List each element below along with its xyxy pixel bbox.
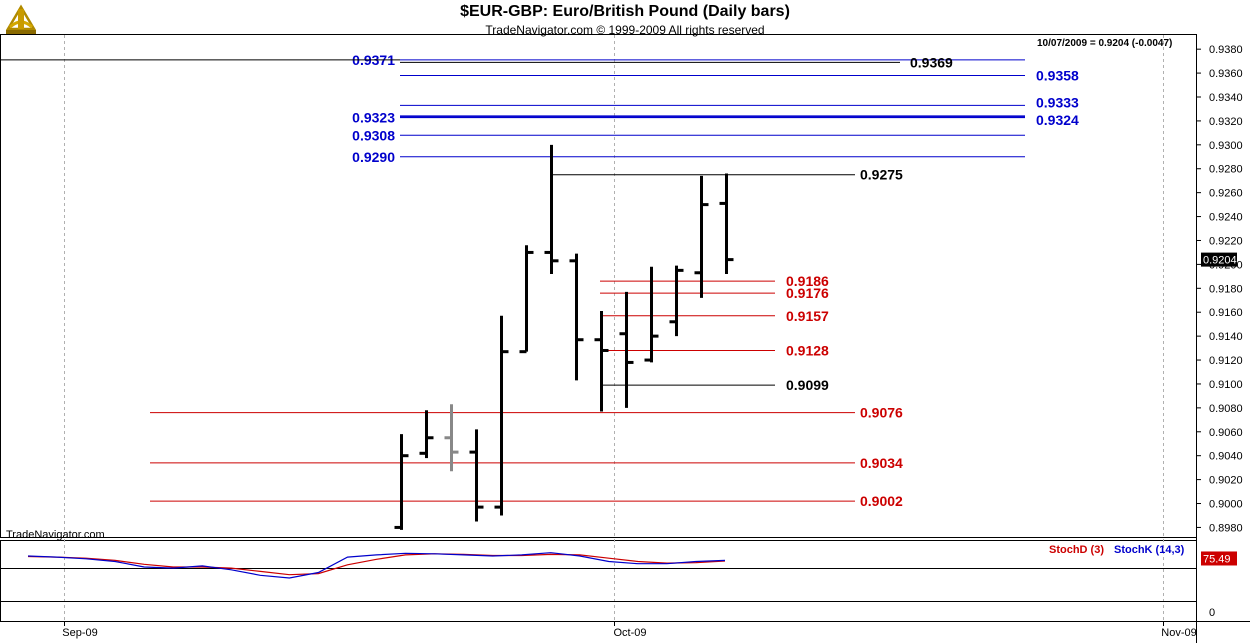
y-tick-label: 0.9360 (1209, 68, 1243, 80)
ohlc-bar (544, 144, 559, 274)
ohlc-bar (419, 410, 434, 459)
chart-subtitle: TradeNavigator.com © 1999-2009 All right… (485, 23, 765, 37)
ohlc-bar (394, 434, 409, 530)
ohlc-bar (644, 266, 659, 363)
ohlc-bar (594, 311, 609, 412)
level-label: 0.9157 (786, 308, 829, 324)
y-tick-label: 0.9240 (1209, 212, 1243, 224)
x-tick-label: Oct-09 (613, 627, 646, 639)
level-label: 0.9308 (352, 127, 395, 143)
y-tick-label: 0.9060 (1209, 427, 1243, 439)
stochd-line (27, 553, 726, 576)
ohlc-bar (694, 175, 709, 298)
stochd-legend: StochD (3) (1049, 544, 1104, 556)
y-tick-label: 0.9300 (1209, 140, 1243, 152)
y-tick-label: 0.9120 (1209, 355, 1243, 367)
y-tick-label: 0.9220 (1209, 235, 1243, 247)
y-tick-label: 0.9140 (1209, 331, 1243, 343)
stoch-axis-label: 0 (1209, 607, 1215, 619)
y-tick-label: 0.9040 (1209, 451, 1243, 463)
x-tick-label: Sep-09 (62, 627, 97, 639)
stoch-value-label: 75.49 (1203, 553, 1231, 565)
stoch-value-box (1201, 551, 1237, 566)
y-tick-label: 0.9280 (1209, 164, 1243, 176)
y-tick-label: 0.9080 (1209, 403, 1243, 415)
level-label: 0.9076 (860, 405, 903, 421)
level-label: 0.9034 (860, 455, 903, 471)
stochk-line (27, 552, 726, 579)
level-label: 0.9002 (860, 493, 903, 509)
ohlc-bar (719, 173, 734, 274)
y-tick-label: 0.8980 (1209, 522, 1243, 534)
last-price-box (1201, 252, 1237, 267)
level-label: 0.9176 (786, 285, 829, 301)
last-price-info: 10/07/2009 = 0.9204 (-0.0047) (1037, 38, 1173, 49)
y-tick-label: 0.9260 (1209, 188, 1243, 200)
level-label: 0.9333 (1036, 94, 1079, 110)
ohlc-bar (444, 404, 459, 472)
ohlc-bar (469, 429, 484, 522)
sextant-logo-icon (5, 4, 37, 34)
y-tick-label: 0.9320 (1209, 116, 1243, 128)
y-tick-label: 0.9180 (1209, 283, 1243, 295)
stochk-legend: StochK (14,3) (1114, 544, 1185, 556)
level-label: 0.9290 (352, 149, 395, 165)
level-label: 0.9323 (352, 109, 395, 125)
chart-title: $EUR-GBP: Euro/British Pound (Daily bars… (460, 3, 790, 20)
level-label: 0.9186 (786, 273, 829, 289)
y-tick-label: 0.9100 (1209, 379, 1243, 391)
x-tick-label: Nov-09 (1161, 627, 1196, 639)
ohlc-bar (519, 245, 534, 354)
watermark: TradeNavigator.com (6, 529, 105, 541)
level-label: 0.9358 (1036, 67, 1079, 83)
y-tick-label: 0.9160 (1209, 307, 1243, 319)
ohlc-bar (669, 265, 684, 337)
level-label: 0.9099 (786, 377, 829, 393)
y-tick-label: 0.9340 (1209, 92, 1243, 104)
level-label: 0.9128 (786, 342, 829, 358)
level-label: 0.9324 (1036, 112, 1079, 128)
ohlc-bar (569, 253, 584, 381)
last-price-label: 0.9204 (1203, 255, 1237, 267)
y-tick-label: 0.9380 (1209, 44, 1243, 56)
ohlc-bar (494, 315, 509, 516)
ohlc-bar (619, 291, 634, 408)
y-tick-label: 0.9000 (1209, 499, 1243, 511)
level-label: 0.9275 (860, 167, 903, 183)
level-label: 0.9369 (910, 54, 953, 70)
y-tick-label: 0.9020 (1209, 475, 1243, 487)
